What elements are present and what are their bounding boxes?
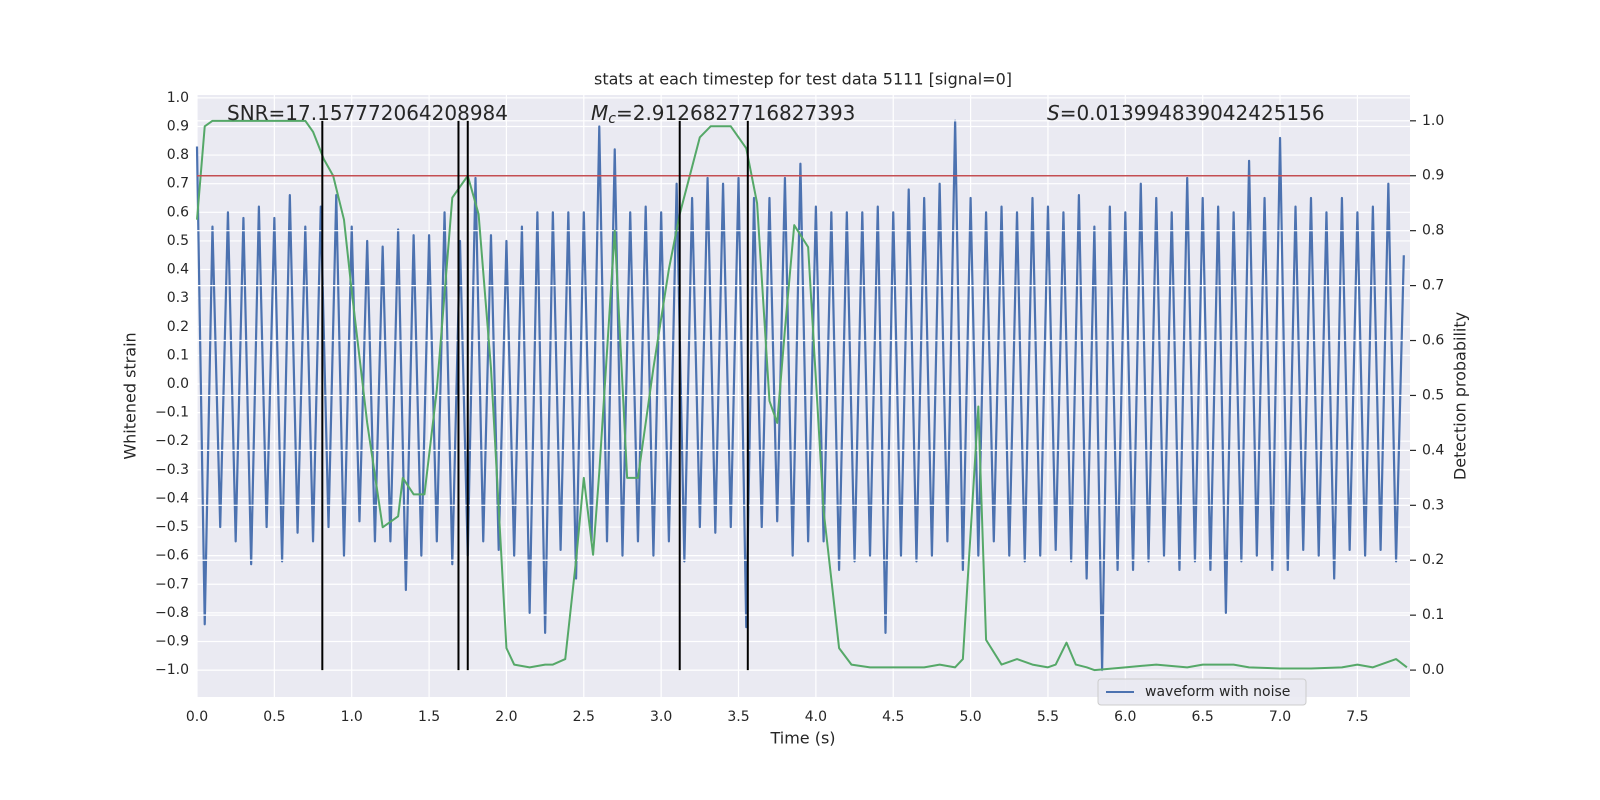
annotation: Mc=2.9126827716827393 [591, 101, 855, 128]
y2-tick-label: 0.3 [1422, 497, 1444, 513]
annotation-part: =2.9126827716827393 [616, 101, 855, 125]
y2-tick-label: 0.2 [1422, 552, 1444, 568]
annotation-part: SNR=17.157772064208984 [227, 101, 508, 125]
y2-tick-label: 0.5 [1422, 387, 1444, 403]
y-tick-label: 0.4 [167, 262, 189, 278]
x-tick-label: 5.0 [959, 709, 981, 725]
y-tick-label: 0.6 [167, 204, 189, 220]
legend-box [1097, 678, 1307, 706]
annotation-part: =0.013994839042425156 [1060, 101, 1325, 125]
y2-tick-label: 0.9 [1422, 168, 1444, 184]
y-tick-label: −0.8 [155, 605, 189, 621]
y-tick-label: −0.3 [155, 462, 189, 478]
y2-tick-label: 0.1 [1422, 607, 1444, 623]
y-tick-label: 0.7 [167, 176, 189, 192]
x-tick-label: 7.5 [1346, 709, 1368, 725]
annotation-part: c [608, 111, 616, 127]
y-tick-label: −0.5 [155, 519, 189, 535]
x-axis-label: Time (s) [769, 729, 835, 748]
y-tick-label: −0.2 [155, 433, 189, 449]
x-tick-label: 6.0 [1114, 709, 1136, 725]
y2-tick-label: 0.4 [1422, 442, 1444, 458]
y-tick-label: −0.7 [155, 576, 189, 592]
y-tick-label: −0.4 [155, 490, 189, 506]
y2-tick-label: 0.0 [1422, 662, 1444, 678]
y-tick-label: 0.8 [167, 147, 189, 163]
y2-axis-label: Detection probability [1451, 312, 1470, 480]
x-tick-label: 5.5 [1037, 709, 1059, 725]
chart-title: stats at each timestep for test data 511… [594, 70, 1012, 89]
y-tick-label: 0.1 [167, 347, 189, 363]
y-tick-label: −0.9 [155, 633, 189, 649]
y2-tick-label: 0.8 [1422, 223, 1444, 239]
annotation: S=0.013994839042425156 [1047, 101, 1325, 125]
y-tick-label: 0.0 [167, 376, 189, 392]
y-tick-label: −1.0 [155, 662, 189, 678]
y-tick-label: 1.0 [167, 90, 189, 106]
y-tick-label: −0.1 [155, 405, 189, 421]
x-tick-label: 3.0 [650, 709, 672, 725]
annotation-part: M [591, 101, 608, 125]
y-tick-label: 0.2 [167, 319, 189, 335]
y-tick-label: 0.9 [167, 118, 189, 134]
x-tick-label: 1.5 [418, 709, 440, 725]
legend-label: waveform with noise [1145, 684, 1290, 700]
x-tick-label: 1.0 [341, 709, 363, 725]
x-tick-label: 6.5 [1192, 709, 1214, 725]
y2-tick-label: 0.6 [1422, 333, 1444, 349]
y2-tick-label: 1.0 [1422, 113, 1444, 129]
y-axis-label: Whitened strain [121, 332, 140, 459]
waveform-line [195, 119, 1405, 672]
y-tick-label: 0.3 [167, 290, 189, 306]
y-tick-label: −0.6 [155, 548, 189, 564]
x-tick-label: 0.5 [263, 709, 285, 725]
x-tick-label: 3.5 [727, 709, 749, 725]
x-tick-label: 4.0 [805, 709, 827, 725]
y-tick-label: 0.5 [167, 233, 189, 249]
x-tick-label: 0.0 [186, 709, 208, 725]
x-tick-label: 4.5 [882, 709, 904, 725]
y2-tick-label: 0.7 [1422, 278, 1444, 294]
x-tick-label: 2.5 [573, 709, 595, 725]
x-tick-label: 2.0 [495, 709, 517, 725]
annotation-part: S [1047, 101, 1060, 125]
x-tick-label: 7.0 [1269, 709, 1291, 725]
annotation: SNR=17.157772064208984 [227, 101, 508, 125]
